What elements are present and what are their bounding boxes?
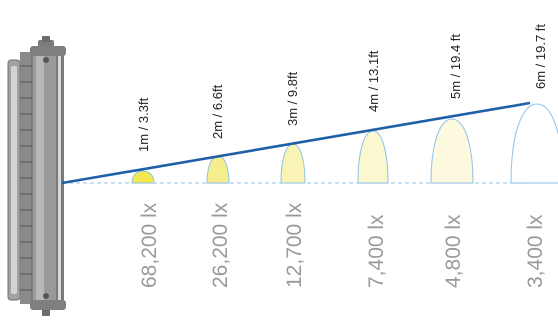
lux-label: 26,200 lx (209, 202, 232, 288)
lux-label: 3,400 lx (524, 214, 547, 288)
linear-led-floodlight-icon (7, 36, 66, 316)
lux-label: 68,200 lx (138, 202, 161, 288)
distance-label: 4m / 13.1ft (366, 50, 381, 112)
light-cone (131, 170, 155, 184)
light-cone (510, 103, 558, 184)
distance-label: 3m / 9.8ft (285, 71, 300, 126)
light-cones (131, 103, 558, 184)
distance-labels: 1m / 3.3ft 2m / 6.6ft 3m / 9.8ft 4m / 13… (136, 24, 548, 152)
lux-label: 12,700 lx (283, 202, 306, 288)
distance-label: 2m / 6.6ft (210, 84, 225, 139)
distance-label: 6m / 19.7 ft (533, 24, 548, 89)
lux-label: 7,400 lx (365, 214, 388, 288)
distance-label: 5m / 19.4 ft (448, 34, 463, 99)
beam-line (61, 101, 531, 185)
lux-labels: 68,200 lx 26,200 lx 12,700 lx 7,400 lx 4… (138, 202, 547, 288)
light-cone (206, 155, 230, 184)
distance-label: 1m / 3.3ft (136, 97, 151, 152)
light-cone (280, 143, 306, 184)
light-cone (357, 130, 389, 184)
lux-label: 4,800 lx (442, 214, 465, 288)
light-cone (430, 118, 474, 184)
